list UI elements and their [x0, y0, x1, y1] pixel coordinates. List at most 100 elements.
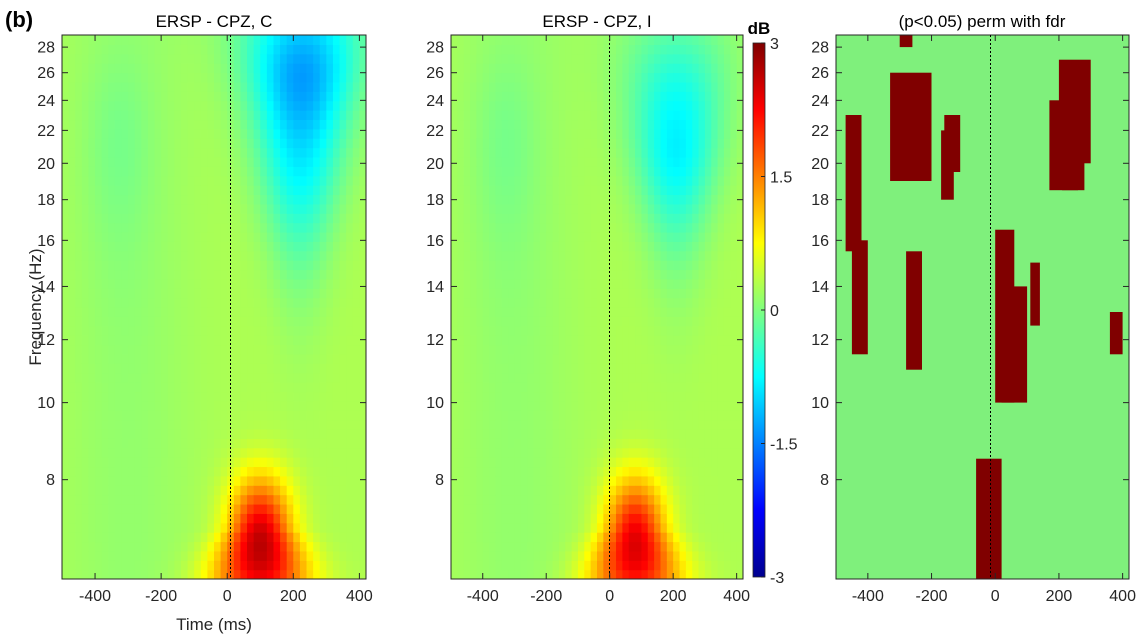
heatmap-cell	[616, 513, 623, 524]
heatmap-cell	[359, 156, 366, 167]
heatmap-cell	[647, 278, 655, 289]
heatmap-cell	[476, 466, 484, 477]
heatmap-cell	[88, 185, 96, 196]
heatmap-cell	[692, 185, 700, 196]
heatmap-cell	[174, 222, 182, 233]
heatmap-cell	[616, 222, 623, 233]
heatmap-cell	[685, 391, 693, 402]
heatmap-cell	[313, 147, 321, 158]
heatmap-cell	[495, 550, 503, 561]
heatmap-cell	[558, 288, 566, 299]
heatmap-cell	[108, 550, 116, 561]
heatmap-cell	[141, 532, 149, 543]
heatmap-cell	[62, 100, 70, 111]
heatmap-cell	[187, 72, 195, 83]
heatmap-cell	[180, 175, 189, 186]
heatmap-cell	[565, 513, 573, 524]
heatmap-cell	[220, 185, 228, 196]
heatmap-cell	[666, 513, 674, 524]
heatmap-cell	[679, 353, 687, 364]
heatmap-cell	[641, 241, 649, 252]
heatmap-cell	[286, 156, 294, 167]
heatmap-cell	[597, 410, 604, 421]
heatmap-cell	[647, 494, 655, 505]
heatmap-cell	[666, 410, 674, 421]
heatmap-cell	[306, 241, 314, 252]
heatmap-cell	[451, 541, 458, 552]
heatmap-cell	[457, 203, 465, 214]
heatmap-cell	[590, 503, 598, 514]
heatmap-cell	[495, 494, 503, 505]
heatmap-cell	[616, 241, 623, 252]
y-tick-label: 16	[37, 233, 55, 250]
heatmap-cell	[489, 400, 497, 411]
heatmap-cell	[590, 110, 598, 121]
heatmap-cell	[495, 372, 503, 383]
heatmap-cell	[141, 363, 149, 374]
heatmap-cell	[214, 72, 222, 83]
heatmap-cell	[319, 222, 327, 233]
heatmap-cell	[95, 541, 103, 552]
heatmap-cell	[552, 550, 560, 561]
heatmap-cell	[635, 419, 643, 430]
heatmap-cell	[128, 44, 136, 55]
heatmap-cell	[200, 44, 208, 55]
heatmap-cell	[359, 475, 366, 486]
heatmap-cell	[95, 260, 103, 271]
heatmap-cell	[273, 513, 281, 524]
heatmap-cell	[180, 110, 189, 121]
heatmap-cell	[495, 231, 503, 242]
heatmap-cell	[470, 363, 477, 374]
heatmap-cell	[167, 466, 175, 477]
heatmap-cell	[121, 156, 129, 167]
heatmap-cell	[75, 194, 83, 205]
heatmap-cell	[647, 335, 655, 346]
heatmap-cell	[220, 550, 228, 561]
heatmap-cell	[352, 391, 360, 402]
heatmap-cell	[451, 175, 458, 186]
heatmap-cell	[306, 316, 314, 327]
heatmap-cell	[95, 166, 103, 177]
heatmap-cell	[647, 438, 655, 449]
heatmap-cell	[622, 335, 630, 346]
heatmap-cell	[339, 278, 347, 289]
heatmap-cell	[121, 522, 129, 533]
heatmap-cell	[489, 53, 497, 64]
heatmap-cell	[147, 335, 156, 346]
heatmap-cell	[679, 550, 687, 561]
heatmap-cell	[577, 100, 585, 111]
heatmap-cell	[81, 260, 90, 271]
heatmap-cell	[501, 241, 509, 252]
heatmap-cell	[577, 147, 585, 158]
heatmap-cell	[359, 166, 366, 177]
heatmap-cell	[489, 110, 497, 121]
heatmap-cell	[128, 325, 136, 336]
heatmap-cell	[565, 72, 573, 83]
heatmap-cell	[679, 53, 687, 64]
heatmap-cell	[482, 447, 490, 458]
heatmap-cell	[68, 335, 76, 346]
heatmap-cell	[286, 419, 294, 430]
heatmap-cell	[95, 269, 103, 280]
heatmap-cell	[68, 419, 76, 430]
heatmap-cell	[200, 307, 208, 317]
heatmap-cell	[470, 307, 477, 317]
heatmap-cell	[332, 203, 341, 214]
heatmap-cell	[622, 466, 630, 477]
heatmap-cell	[286, 569, 294, 579]
heatmap-cell	[527, 522, 535, 533]
heatmap-cell	[167, 428, 175, 439]
plot-title: ERSP - CPZ, C	[156, 12, 273, 31]
heatmap-cell	[571, 391, 579, 402]
heatmap-cell	[470, 503, 477, 514]
heatmap-cell	[520, 438, 528, 449]
heatmap-cell	[266, 485, 275, 496]
heatmap-cell	[134, 522, 142, 533]
heatmap-cell	[233, 400, 242, 411]
heatmap-cell	[167, 250, 175, 261]
heatmap-cell	[167, 100, 175, 111]
heatmap-cell	[253, 203, 261, 214]
heatmap-cell	[597, 438, 604, 449]
heatmap-cell	[273, 503, 281, 514]
heatmap-cell	[622, 382, 630, 393]
